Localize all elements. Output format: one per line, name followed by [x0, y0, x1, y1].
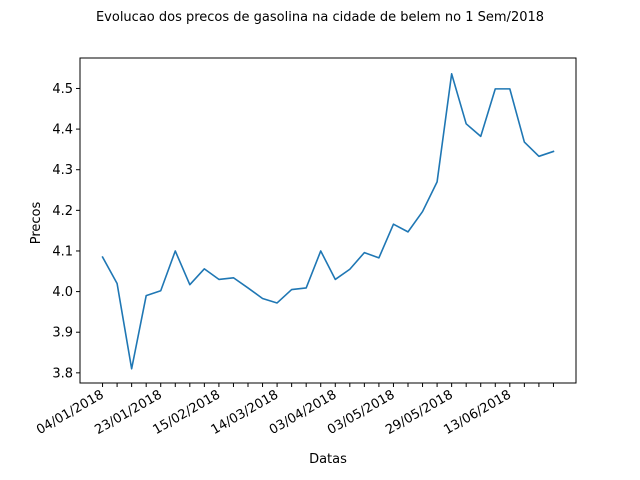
plot-area	[79, 57, 577, 384]
y-axis-label: Precos	[29, 202, 44, 245]
y-tick-label: 4.3	[52, 163, 73, 178]
chart-title: Evolucao dos precos de gasolina na cidad…	[96, 10, 544, 25]
series-line	[101, 73, 555, 370]
y-tick-label: 4.4	[52, 123, 73, 138]
x-axis-label: Datas	[309, 452, 347, 467]
y-tick-label: 4.1	[52, 244, 73, 259]
y-tick-label: 4.5	[52, 82, 73, 97]
y-tick-label: 4.0	[52, 285, 73, 300]
plot-frame	[79, 57, 577, 384]
series-group	[101, 73, 555, 370]
y-tick-label: 3.8	[52, 366, 73, 381]
y-axis: 3.8 3.9 4.0 4.1 4.2 4.3 4.4 4.5	[52, 82, 80, 381]
y-tick-label: 4.2	[52, 204, 73, 219]
y-tick-label: 3.9	[52, 326, 73, 341]
x-axis: 04/01/201823/01/201815/02/201814/03/2018…	[34, 383, 554, 438]
